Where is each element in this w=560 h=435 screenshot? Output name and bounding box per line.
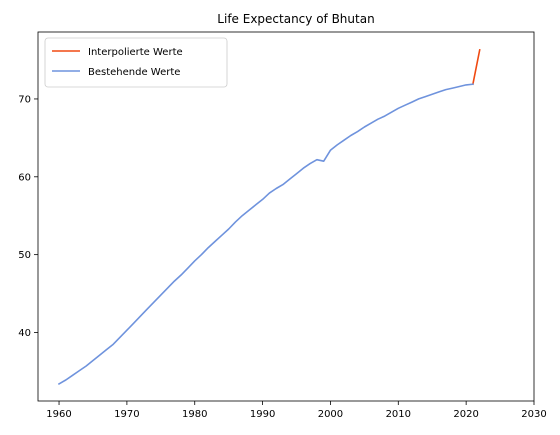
y-tick-label: 40 — [18, 328, 31, 339]
legend-label: Bestehende Werte — [88, 67, 180, 78]
x-tick-label: 1960 — [46, 409, 71, 420]
series-line-interpolated — [471, 48, 481, 86]
chart-title: Life Expectancy of Bhutan — [217, 12, 374, 26]
x-tick-label: 2010 — [386, 409, 411, 420]
y-tick-label: 50 — [18, 250, 31, 261]
y-tick-label: 60 — [18, 172, 31, 183]
x-tick-label: 1970 — [114, 409, 139, 420]
x-tick-label: 1990 — [250, 409, 275, 420]
series-line-existing — [57, 83, 474, 385]
x-tick-label: 2000 — [318, 409, 343, 420]
plot-area — [37, 31, 535, 402]
x-tick-label: 2020 — [453, 409, 478, 420]
x-tick-label: 1980 — [182, 409, 207, 420]
legend-box — [44, 37, 228, 88]
y-tick-label: 70 — [18, 94, 31, 105]
series-layer — [57, 48, 481, 385]
x-axis: 1960 1970 1980 1990 2000 2010 2020 2030 — [46, 401, 547, 420]
y-axis: 40 50 60 70 — [18, 94, 38, 339]
legend: Interpolierte Werte Bestehende Werte — [44, 37, 228, 88]
legend-label: Interpolierte Werte — [88, 47, 183, 58]
x-tick-label: 2030 — [521, 409, 546, 420]
